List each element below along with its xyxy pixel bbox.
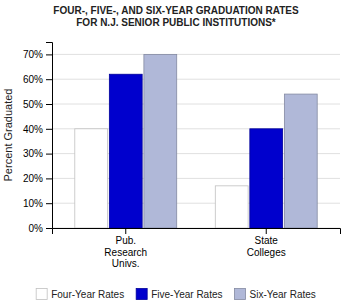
x-tick-label: StateColleges <box>247 235 286 258</box>
bar <box>215 186 248 228</box>
y-tick-mark <box>46 154 52 155</box>
x-axis: Pub.ResearchUnivs. StateColleges <box>53 228 341 269</box>
chart: FOUR-, FIVE-, AND SIX-YEAR GRADUATION RA… <box>0 0 352 308</box>
legend-swatch <box>235 289 246 300</box>
title-line: FOR N.J. SENIOR PUBLIC INSTITUTIONS* <box>76 17 276 28</box>
y-tick-label: 50% <box>23 99 43 110</box>
y-axis-title: Percent Graduated <box>2 89 14 182</box>
x-tick-mark <box>125 228 126 234</box>
y-tick-label: 30% <box>23 148 43 159</box>
legend-swatch <box>36 289 47 300</box>
x-tick-label-line: Research <box>104 247 147 258</box>
y-tick: 70% <box>23 49 52 60</box>
y-tick: 10% <box>23 198 52 209</box>
plot: 0% 10% 20% 30% 40% 50% 60% 70% Pub.ResearchUnivs… <box>2 43 341 270</box>
x-tick-label-line: Colleges <box>247 247 286 258</box>
y-tick-mark <box>46 104 52 105</box>
y-tick-mark <box>46 228 52 229</box>
x-axis-line <box>53 229 341 235</box>
y-tick-label: 0% <box>29 223 44 234</box>
x-tick-mark <box>266 228 267 234</box>
grid-line <box>52 54 340 55</box>
y-tick: 0% <box>29 223 52 234</box>
x-tick-label: Pub.ResearchUnivs. <box>104 235 147 269</box>
legend-label: Five-Year Rates <box>151 289 222 300</box>
y-tick-label: 20% <box>23 173 43 184</box>
bars <box>75 54 317 228</box>
legend-label: Six-Year Rates <box>250 289 316 300</box>
y-tick: 50% <box>23 99 52 110</box>
legend-item: Six-Year Rates <box>235 289 316 300</box>
y-tick: 20% <box>23 173 52 184</box>
x-tick: StateColleges <box>247 228 286 258</box>
bar-series <box>109 74 282 228</box>
y-tick: 30% <box>23 148 52 159</box>
legend-item: Four-Year Rates <box>36 289 124 300</box>
bar-series <box>144 54 317 228</box>
bar <box>109 74 142 228</box>
grid-line <box>52 79 340 80</box>
y-tick: 40% <box>23 124 52 135</box>
title-line: FOUR-, FIVE-, AND SIX-YEAR GRADUATION RA… <box>53 5 299 16</box>
y-tick-label: 10% <box>23 198 43 209</box>
y-tick-mark <box>46 79 52 80</box>
legend-label: Four-Year Rates <box>51 289 124 300</box>
y-axis-line <box>46 43 53 229</box>
legend-item: Five-Year Rates <box>136 289 222 300</box>
title: FOUR-, FIVE-, AND SIX-YEAR GRADUATION RA… <box>53 5 299 28</box>
y-tick-mark <box>46 203 52 204</box>
y-axis: 0% 10% 20% 30% 40% 50% 60% 70% <box>23 43 53 234</box>
y-tick-mark <box>46 54 52 55</box>
y-tick: 60% <box>23 74 52 85</box>
bar <box>75 129 108 228</box>
grid <box>52 54 340 228</box>
bar <box>144 54 177 228</box>
legend: Four-Year Rates Five-Year Rates Six-Year R… <box>36 289 316 300</box>
bar <box>250 129 283 228</box>
y-tick-label: 70% <box>23 49 43 60</box>
x-tick-label-line: Univs. <box>112 258 140 269</box>
x-tick-label-line: State <box>255 235 279 246</box>
bar <box>284 94 317 228</box>
y-tick-mark <box>46 178 52 179</box>
y-tick-label: 40% <box>23 124 43 135</box>
x-tick: Pub.ResearchUnivs. <box>104 228 147 269</box>
y-tick-mark <box>46 129 52 130</box>
legend-swatch <box>136 289 147 300</box>
y-tick-label: 60% <box>23 74 43 85</box>
x-tick-label-line: Pub. <box>115 235 136 246</box>
